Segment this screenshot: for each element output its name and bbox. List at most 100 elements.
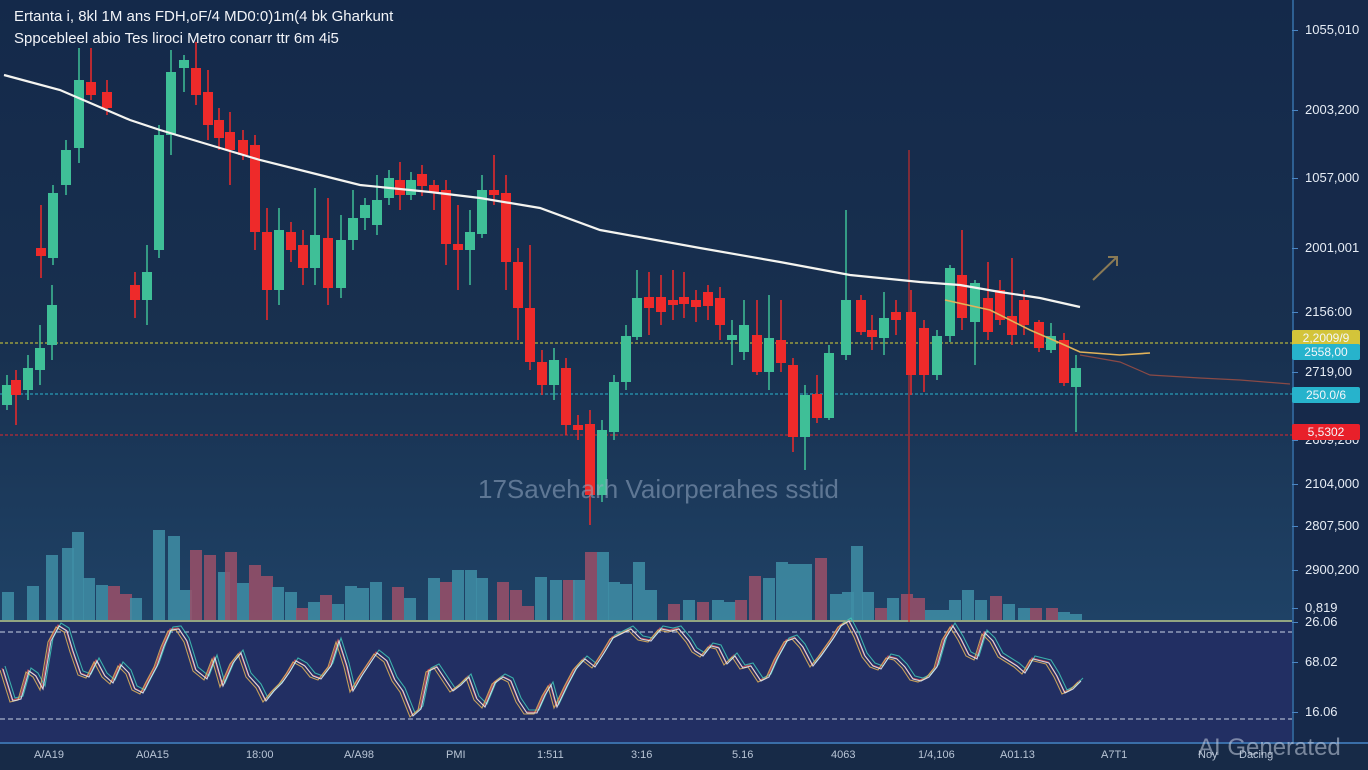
bearish-candle [1059, 340, 1069, 383]
bearish-candle [715, 298, 725, 325]
faint-trend-line [1079, 354, 1291, 385]
bullish-candle [2, 385, 12, 405]
bearish-candle [203, 92, 213, 125]
bullish-candle [274, 230, 284, 290]
x-tick-label: Dacing [1239, 749, 1274, 761]
y-tick-label: 2001,001 [1291, 240, 1360, 255]
volume-bar [597, 552, 609, 620]
volume-bar [901, 594, 913, 620]
volume-bar [697, 602, 709, 620]
volume-bar [345, 586, 357, 620]
bullish-candle [48, 193, 58, 258]
x-tick-label: 1/4,106 [918, 749, 955, 761]
bearish-candle [286, 232, 296, 250]
bullish-candle [841, 300, 851, 355]
volume-bar [332, 604, 344, 620]
y-tick-label: 2807,500 [1291, 518, 1360, 533]
volume-bar [925, 610, 937, 620]
time-axis[interactable] [0, 742, 1368, 770]
volume-bar [788, 564, 800, 620]
x-tick-label: A01.13 [1000, 749, 1035, 761]
bullish-candle [35, 348, 45, 370]
volume-bar [937, 610, 949, 620]
bearish-candle [525, 308, 535, 362]
bearish-candle [1034, 322, 1044, 348]
volume-bar [735, 600, 747, 620]
x-tick-label: 5.16 [732, 749, 754, 761]
volume-bar [608, 582, 620, 620]
bearish-candle [919, 328, 929, 375]
price-axis[interactable] [1292, 0, 1368, 742]
volume-bar [46, 555, 58, 620]
volume-bar [563, 580, 575, 620]
bullish-candle [597, 430, 607, 495]
volume-bar [830, 594, 842, 620]
volume-bar [800, 564, 812, 620]
bearish-candle [453, 244, 463, 250]
volume-bar [225, 552, 237, 620]
volume-bar [96, 585, 108, 620]
bearish-candle [644, 297, 654, 308]
volume-bar [1070, 614, 1082, 620]
bearish-candle [776, 340, 786, 363]
bearish-candle [561, 368, 571, 425]
bullish-candle [465, 232, 475, 250]
chart-title-block: Ertanta i, 8kl 1M ans FDH,oF/4 MD0:0)1m(… [14, 6, 393, 50]
cyan-price-tag: 2558,00 [1292, 344, 1360, 360]
bullish-candle [800, 395, 810, 437]
volume-bar [180, 590, 192, 620]
y-tick-label: 26.06 [1292, 614, 1338, 629]
volume-bar [153, 530, 165, 620]
bullish-candle [879, 318, 889, 338]
volume-bar [1046, 608, 1058, 620]
volume-bar [120, 594, 132, 620]
bullish-candle [621, 336, 631, 382]
oscillator-line [0, 621, 1079, 718]
bearish-candle [668, 300, 678, 305]
volume-bar [620, 584, 632, 620]
volume-bar [204, 555, 216, 620]
volume-bar [776, 562, 788, 620]
volume-bar [249, 565, 261, 620]
bearish-candle [130, 285, 140, 300]
bearish-candle [298, 245, 308, 268]
bullish-candle [764, 338, 774, 372]
volume-bar [108, 586, 120, 620]
volume-bar [1058, 612, 1070, 620]
bearish-candle [1019, 300, 1029, 325]
volume-bar [296, 608, 308, 620]
y-tick-label: 1055,010 [1291, 22, 1360, 37]
x-tick-label: 4063 [831, 749, 856, 761]
volume-bar [887, 598, 899, 620]
volume-bar [476, 578, 488, 620]
volume-bar [428, 578, 440, 620]
bullish-candle [336, 240, 346, 288]
bullish-candle [932, 336, 942, 375]
bullish-candle [179, 60, 189, 68]
trend-arrow-head-icon [1108, 256, 1118, 266]
bearish-candle [957, 275, 967, 318]
volume-bar [392, 587, 404, 620]
volume-bar [2, 592, 14, 620]
bullish-candle [945, 268, 955, 336]
bullish-candle [477, 190, 487, 234]
volume-bar [83, 578, 95, 620]
volume-bar [712, 600, 724, 620]
volume-bar [285, 592, 297, 620]
volume-bar [272, 587, 284, 620]
volume-bar [497, 582, 509, 620]
volume-bar [522, 606, 534, 620]
bearish-candle [262, 232, 272, 290]
bearish-candle [250, 145, 260, 232]
volume-bar [510, 590, 522, 620]
price-pane[interactable] [0, 0, 1292, 622]
bullish-candle [632, 298, 642, 337]
y-tick-label: 16.06 [1292, 704, 1338, 719]
bearish-candle [891, 312, 901, 320]
volume-bar [1030, 608, 1042, 620]
chart-title: Ertanta i, 8kl 1M ans FDH,oF/4 MD0:0)1m(… [14, 8, 394, 25]
volume-bar [1003, 604, 1015, 620]
x-tick-label: 1:511 [537, 749, 564, 761]
bearish-candle [429, 185, 439, 192]
